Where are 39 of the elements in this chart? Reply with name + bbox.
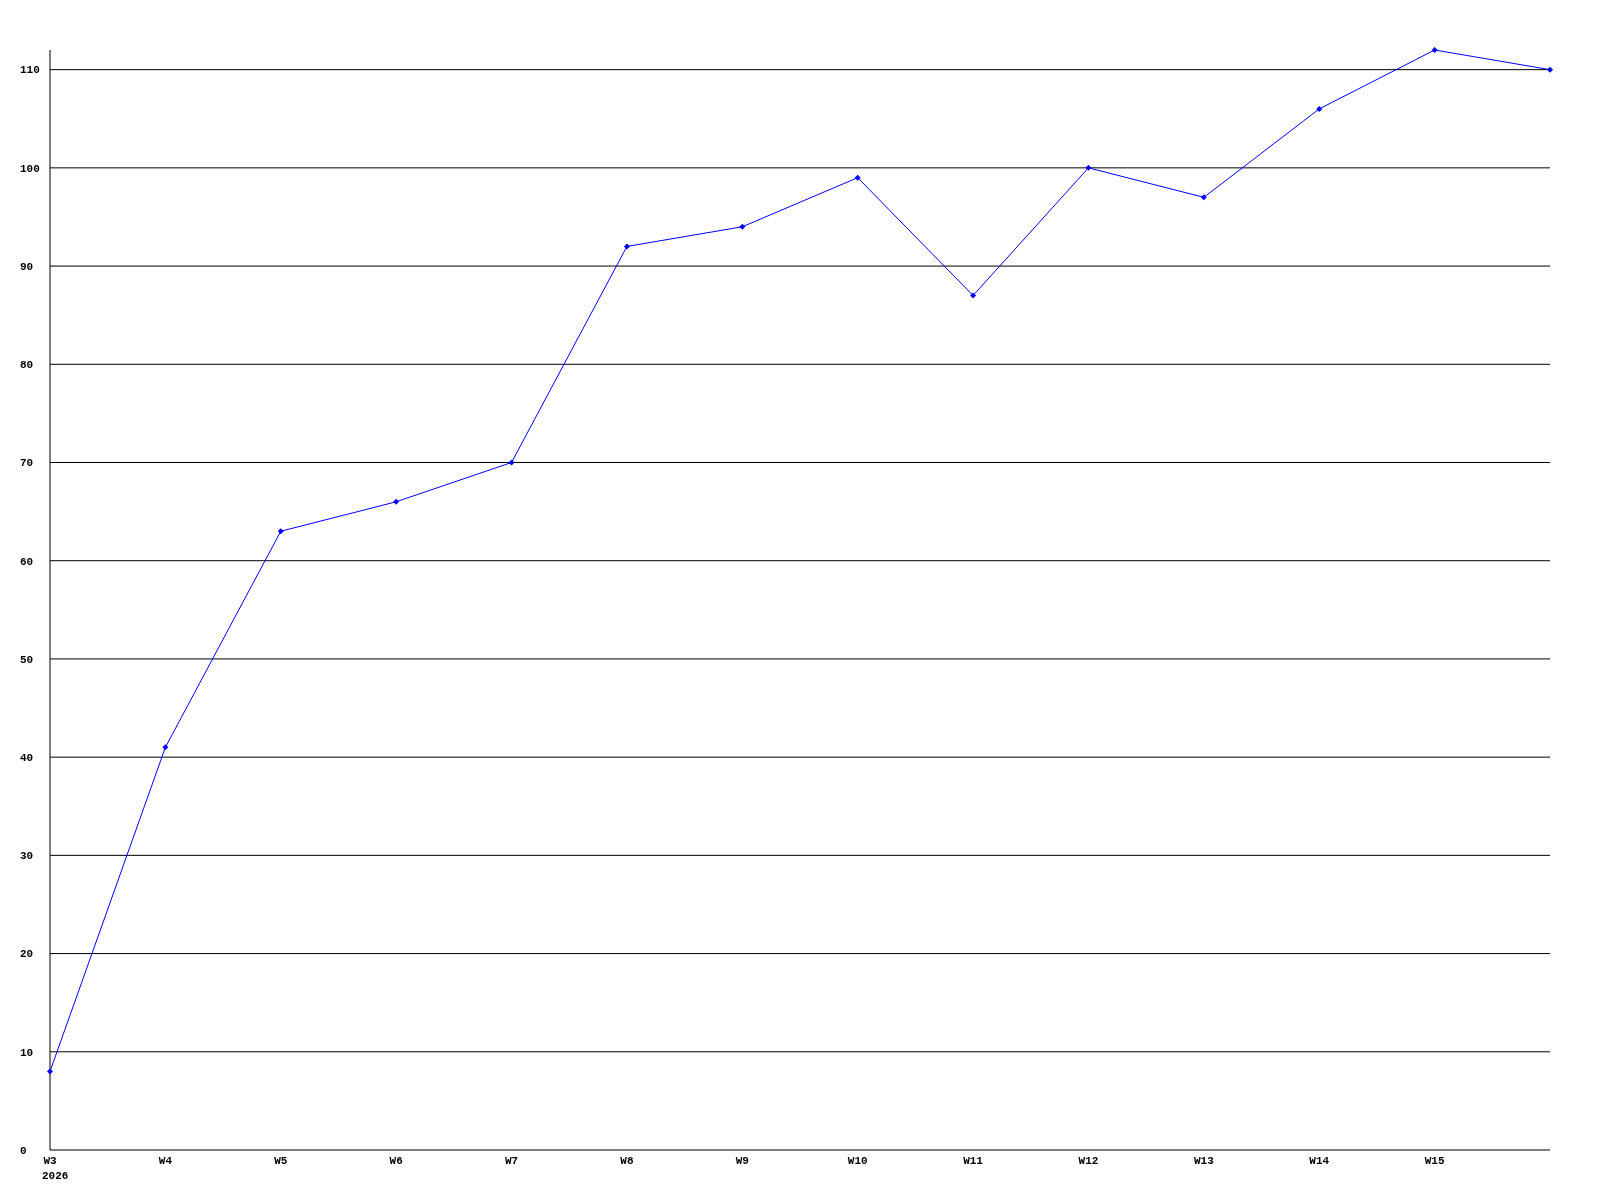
y-tick-label: 10 <box>20 1046 34 1059</box>
y-tick-label: 20 <box>20 948 34 961</box>
x-tick-label: W15 <box>1424 1155 1445 1167</box>
y-tick-label: 40 <box>20 751 34 764</box>
y-tick-label: 90 <box>20 260 34 273</box>
x-tick-label: W7 <box>504 1155 519 1167</box>
y-tick-label: 80 <box>20 359 34 372</box>
point <box>970 292 977 299</box>
point <box>623 243 630 250</box>
point <box>277 528 284 535</box>
point <box>162 744 169 751</box>
x-tick-label: W13 <box>1193 1155 1215 1167</box>
y-tick-label: 30 <box>20 850 34 863</box>
y-tick-label: 50 <box>20 653 34 666</box>
y-tick-label: 110 <box>20 64 40 77</box>
point <box>47 1068 53 1075</box>
y-tick-label: 70 <box>20 457 34 470</box>
point <box>1200 194 1207 201</box>
point <box>1431 47 1438 53</box>
point <box>1547 66 1553 73</box>
y-tick-label: 0 <box>20 1144 27 1157</box>
y-tick-label: 60 <box>20 555 34 568</box>
point <box>739 223 746 230</box>
x-tick-label: W8 <box>620 1155 634 1167</box>
point <box>393 498 400 505</box>
x-tick-label: W10 <box>847 1155 868 1167</box>
x-tick-label: W5 <box>274 1155 288 1167</box>
point <box>1316 105 1323 112</box>
x-tick-label: W11 <box>963 1155 984 1167</box>
x-tick-label: W3 2026 <box>42 1155 69 1182</box>
x-tick-label: W9 <box>735 1155 749 1167</box>
x-tick-label: W4 <box>158 1155 173 1167</box>
x-tick-label: W14 <box>1309 1155 1330 1167</box>
point <box>854 174 861 181</box>
x-tick-label: W12 <box>1078 1155 1099 1167</box>
y-tick-label: 100 <box>20 162 40 175</box>
point <box>508 459 515 466</box>
x-tick-label: W6 <box>389 1155 403 1167</box>
point <box>1085 164 1092 171</box>
